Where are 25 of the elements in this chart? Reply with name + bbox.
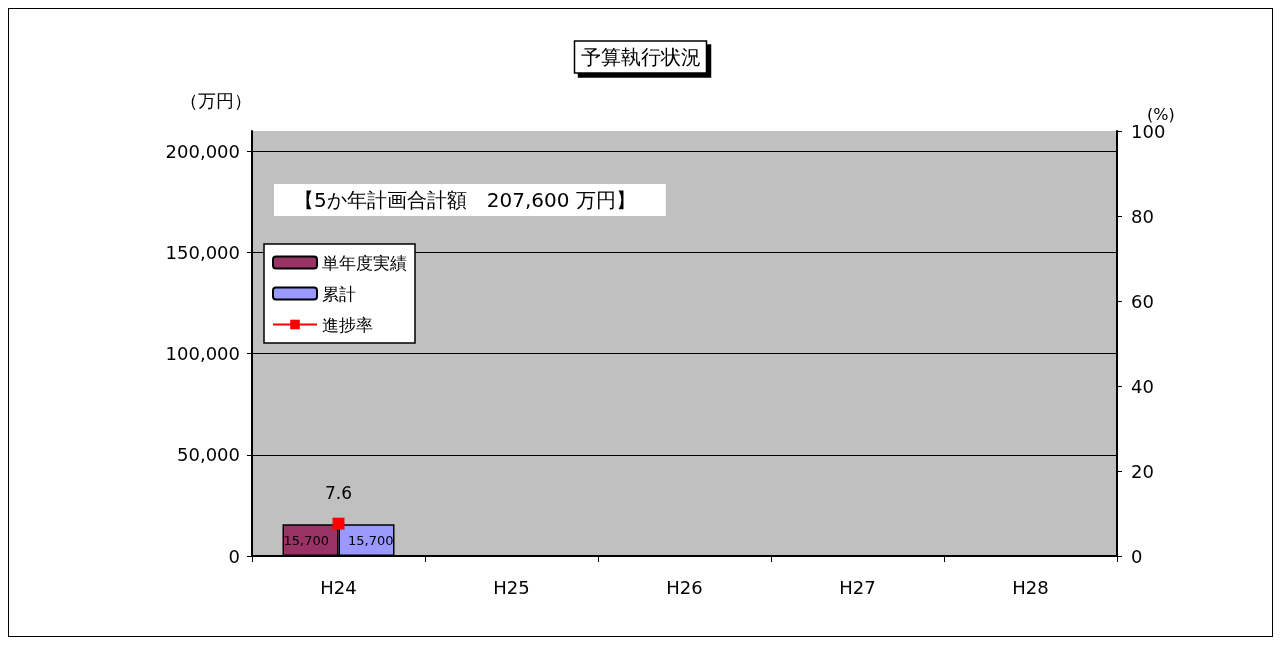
- y2-tick-label: 20: [1131, 460, 1154, 482]
- y2-axis-title: (%): [1147, 104, 1175, 124]
- y-tick-label: 200,000: [165, 140, 240, 162]
- x-tick-label: H26: [666, 576, 703, 598]
- y2-tick-label: 60: [1131, 290, 1154, 312]
- x-tick-label: H28: [1012, 576, 1049, 598]
- y-tick-label: 150,000: [165, 241, 240, 263]
- x-tick-label: H25: [493, 576, 530, 598]
- legend-label: 単年度実績: [322, 252, 407, 273]
- data-label: 15,700: [283, 532, 329, 548]
- y2-tick-label: 0: [1131, 545, 1143, 567]
- y-tick-label: 100,000: [165, 343, 240, 365]
- y2-tick-label: 40: [1131, 375, 1154, 397]
- x-tick-label: H27: [839, 576, 876, 598]
- data-label: 15,700: [348, 532, 394, 548]
- y-tick-label: 0: [228, 545, 240, 567]
- x-tick-label: H24: [320, 576, 357, 598]
- legend-label: 累計: [322, 283, 356, 304]
- y-tick-label: 50,000: [177, 444, 240, 466]
- legend-label: 進捗率: [322, 314, 373, 335]
- y2-tick-label: 80: [1131, 205, 1154, 227]
- y-axis-title: （万円）: [180, 89, 252, 111]
- data-label: 7.6: [324, 483, 353, 504]
- annotation: 【5か年計画合計額 207,600 万円】: [294, 188, 636, 212]
- chart-title: 予算執行状況: [580, 45, 701, 69]
